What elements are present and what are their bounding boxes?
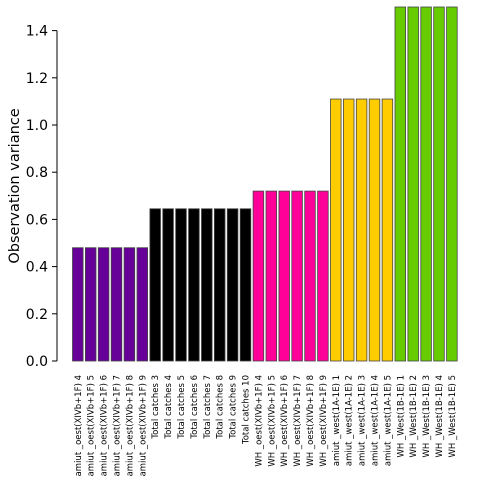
x-tick-label: Total catches 9 xyxy=(229,375,239,440)
bar xyxy=(226,208,239,362)
bar xyxy=(252,190,265,362)
bar xyxy=(162,208,174,362)
bar xyxy=(278,190,290,362)
x-tick-label: amiut _oest(XIVb+1F) 5 xyxy=(87,375,97,476)
bar xyxy=(72,247,84,362)
bar xyxy=(265,190,278,362)
y-tick-label: 0.0 xyxy=(26,354,48,370)
x-tick-label: amiut _oest(XIVb+1F) 4 xyxy=(74,375,84,476)
bar xyxy=(407,6,419,362)
x-tick-label: Total catches 4 xyxy=(164,375,174,440)
x-tick-label: Total catches 3 xyxy=(151,375,161,440)
x-tick-label: amiut _oest(XIVb+1F) 9 xyxy=(138,375,148,476)
x-tick-label: amiut _oest(XIVb+1F) 8 xyxy=(125,375,135,476)
x-tick-label: WH _oest(XIVb+1F) 7 xyxy=(293,375,303,467)
x-tick-label: amiut _west(1A-1E) 5 xyxy=(383,375,393,466)
x-tick-label: amiut _west(1A-1E) 3 xyxy=(358,375,368,466)
y-tick-label: 0.2 xyxy=(26,307,48,323)
bar xyxy=(239,208,252,362)
x-tick-label: amiut _west(1A-1E) 4 xyxy=(371,375,381,466)
x-tick-label: amiut _oest(XIVb+1F) 7 xyxy=(113,375,123,476)
bar xyxy=(355,98,368,362)
y-tick-label: 0.4 xyxy=(26,260,48,276)
x-tick-label: Total catches 8 xyxy=(216,375,226,440)
bar xyxy=(85,247,97,362)
bar xyxy=(330,98,342,362)
x-tick-label: amiut _oest(XIVb+1F) 6 xyxy=(100,375,110,476)
x-tick-label: WH _oest(XIVb+1F) 6 xyxy=(280,375,290,467)
y-tick-label: 0.8 xyxy=(26,165,48,181)
bar xyxy=(201,208,213,362)
bar xyxy=(149,208,161,362)
x-tick-label: WH _West(1B-1E) 1 xyxy=(396,375,406,457)
x-tick-label: WH _West(1B-1E) 3 xyxy=(422,375,432,457)
bar xyxy=(97,247,110,362)
bar xyxy=(368,98,381,362)
x-tick-labels: amiut _oest(XIVb+1F) 4 amiut _oest(XIVb+1… xyxy=(74,375,458,476)
bar xyxy=(381,98,394,362)
bar xyxy=(433,6,445,362)
bar xyxy=(446,6,458,362)
y-tick-label: 0.6 xyxy=(26,212,48,228)
bar xyxy=(342,98,355,362)
bar xyxy=(123,247,136,362)
y-tick-label: 1.0 xyxy=(26,118,48,134)
y-axis: 0.0 0.2 0.4 0.6 0.8 1.0 1.2 1.4 xyxy=(26,24,58,370)
x-tick-label: WH _oest(XIVb+1F) 5 xyxy=(267,375,277,467)
bar xyxy=(188,208,200,362)
x-tick-label: Total catches 7 xyxy=(203,375,213,440)
y-tick-label: 1.4 xyxy=(26,24,48,40)
x-tick-label: WH _oest(XIVb+1F) 8 xyxy=(306,375,316,467)
bar xyxy=(110,247,123,362)
bar xyxy=(317,190,329,362)
x-tick-label: amiut _west(1A-1E) 2 xyxy=(345,375,355,466)
bar xyxy=(291,190,303,362)
x-tick-label: Total catches 6 xyxy=(190,375,200,440)
bar xyxy=(175,208,187,362)
bar xyxy=(213,208,226,362)
x-tick-label: Total catches 10 xyxy=(242,375,252,445)
x-tick-label: WH _West(1B-1E) 2 xyxy=(409,375,419,457)
x-tick-label: amiut _west(1A-1E) 1 xyxy=(332,375,342,466)
y-axis-title: Observation variance xyxy=(7,108,23,263)
x-tick-label: WH _oest(XIVb+1F) 9 xyxy=(319,375,329,467)
bars xyxy=(72,6,458,362)
x-tick-label: WH _West(1B-1E) 5 xyxy=(448,375,458,457)
bar xyxy=(394,6,407,362)
bar xyxy=(420,6,432,362)
x-tick-label: Total catches 5 xyxy=(177,375,187,440)
x-tick-label: WH _West(1B-1E) 4 xyxy=(435,375,445,457)
x-tick-label: WH _oest(XIVb+1F) 4 xyxy=(254,375,264,467)
bar xyxy=(136,247,149,362)
y-tick-label: 1.2 xyxy=(26,71,48,87)
bar xyxy=(304,190,316,362)
